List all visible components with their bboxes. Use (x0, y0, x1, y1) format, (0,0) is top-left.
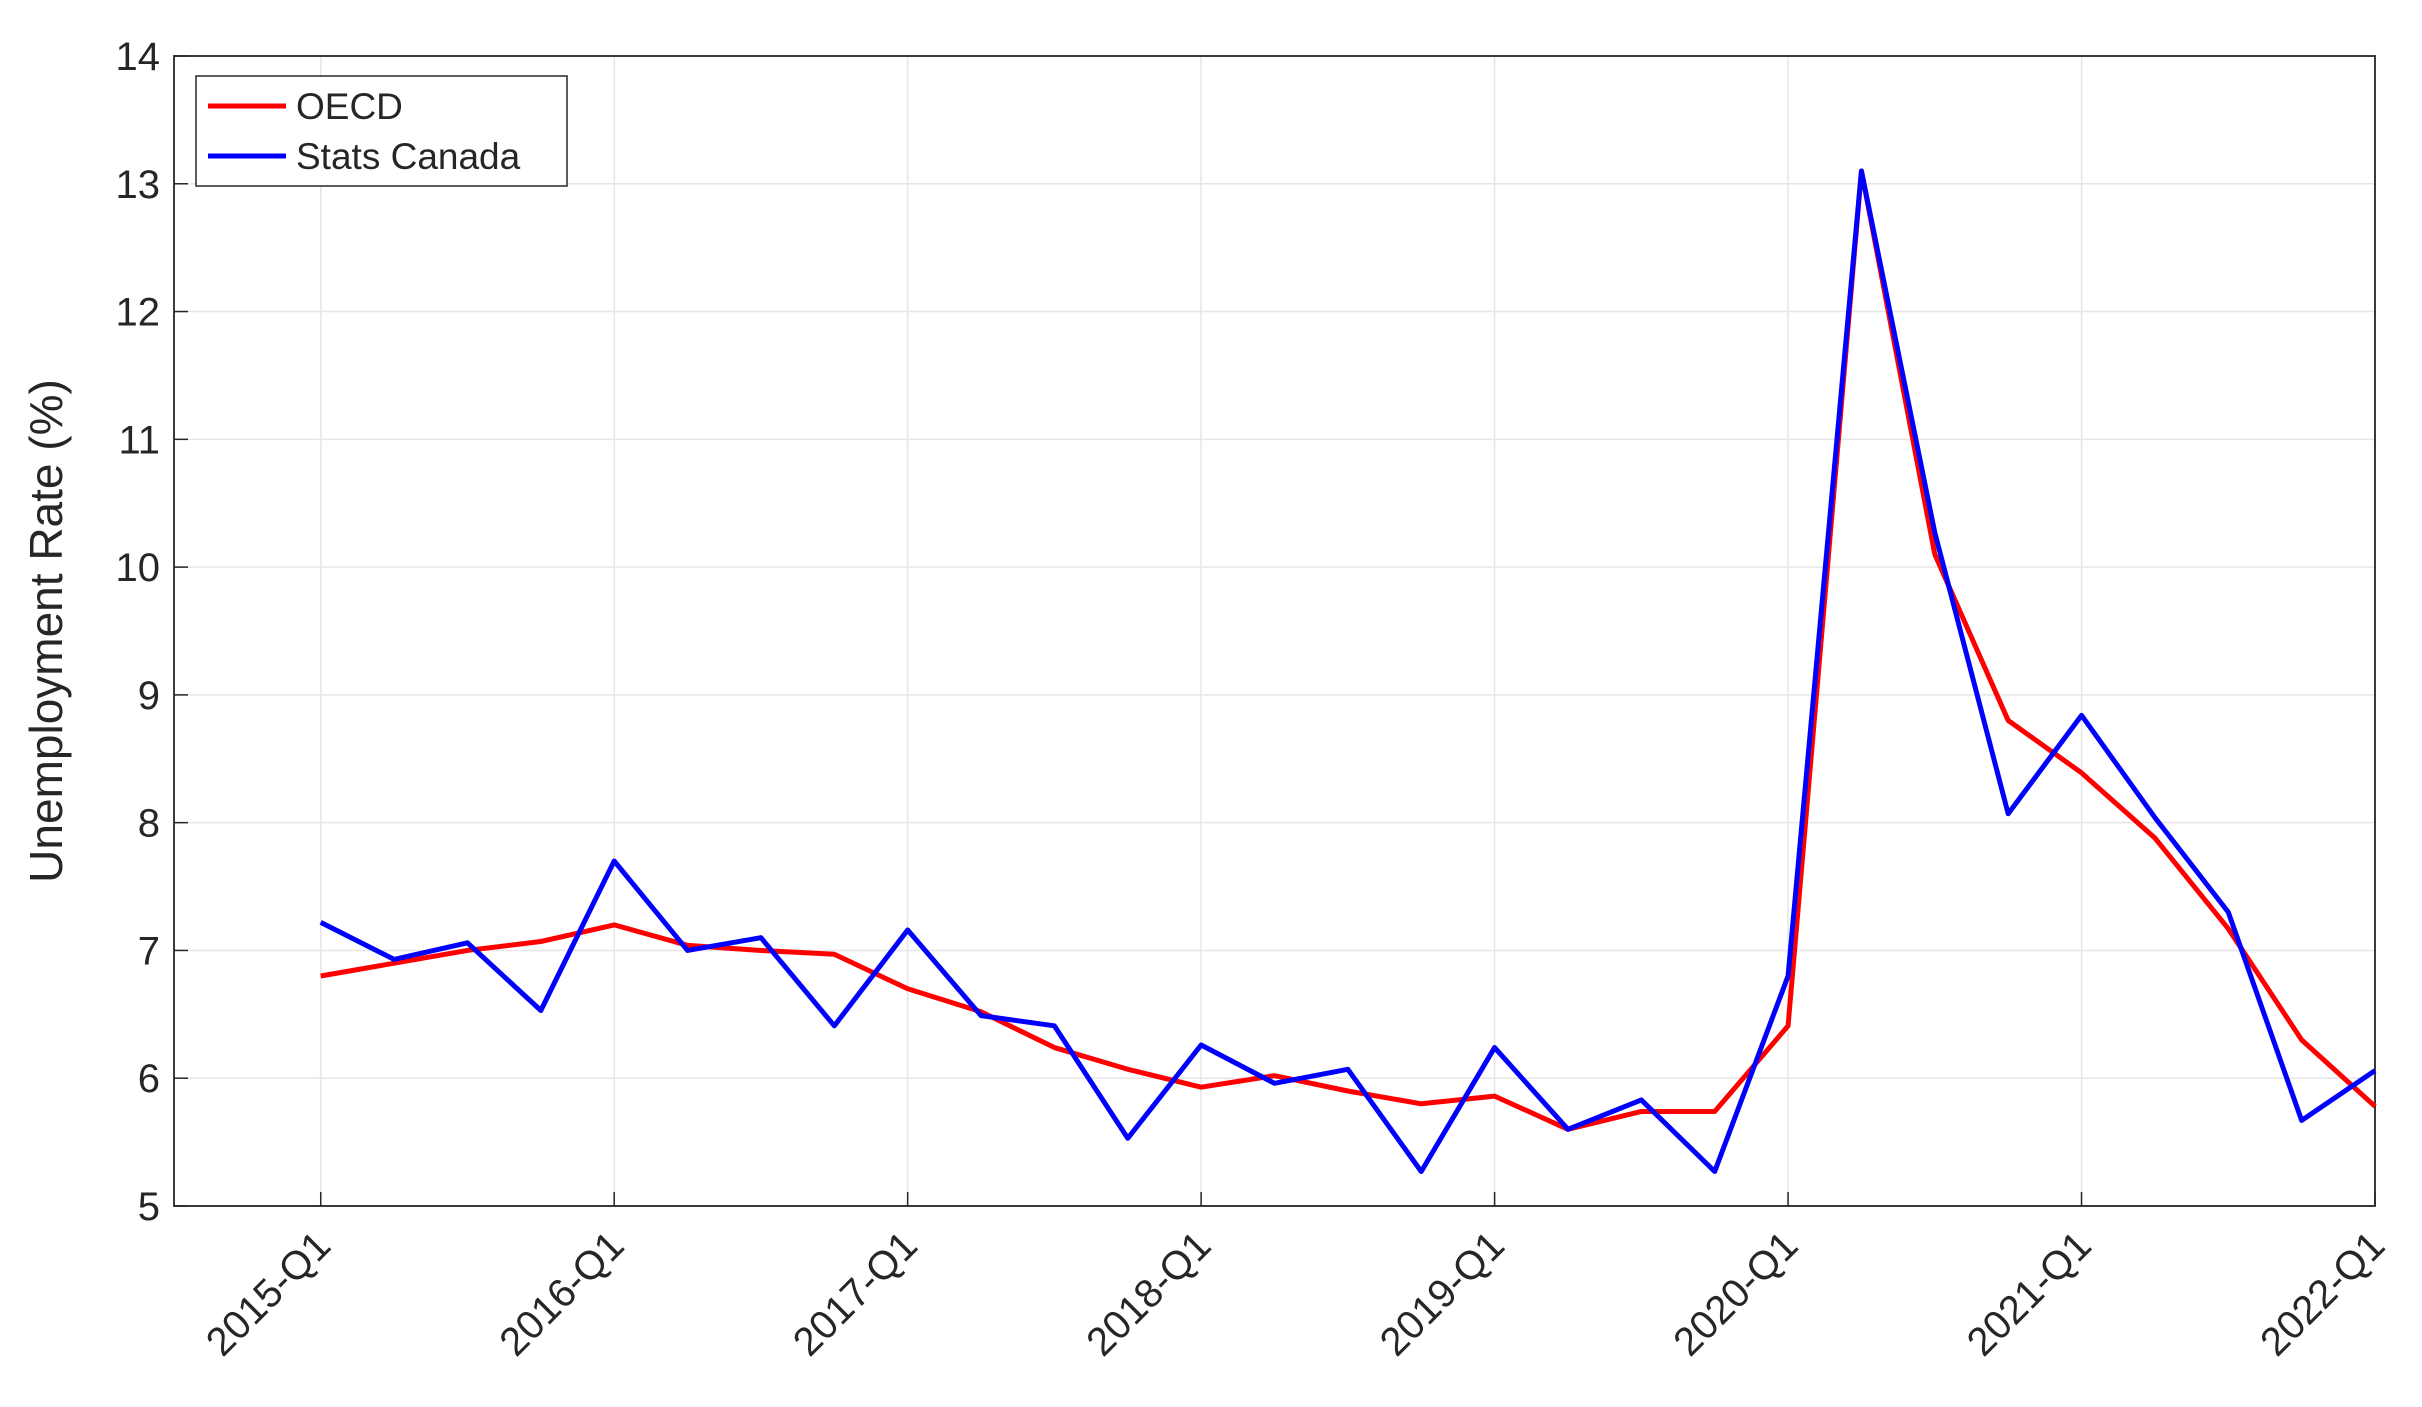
x-tick-label: 2018-Q1 (1078, 1223, 1219, 1364)
x-tick-label: 2015-Q1 (198, 1223, 339, 1364)
axes-box (173, 55, 2376, 1207)
y-tick-label: 7 (138, 929, 160, 973)
y-tick-label: 13 (116, 163, 161, 207)
y-axis-label: Unemployment Rate (%) (20, 379, 72, 883)
legend-label: Stats Canada (296, 136, 521, 177)
x-tick-label: 2019-Q1 (1372, 1223, 1513, 1364)
x-tick-label: 2021-Q1 (1959, 1223, 2100, 1364)
x-tick-label: 2017-Q1 (785, 1223, 926, 1364)
y-tick-label: 12 (116, 291, 161, 335)
y-tick-label: 9 (138, 674, 160, 718)
y-tick-label: 8 (138, 802, 160, 846)
y-tick-label: 6 (138, 1057, 160, 1101)
x-tick-label: 2016-Q1 (491, 1223, 632, 1364)
x-tick-label: 2022-Q1 (2252, 1223, 2393, 1364)
series-line (320, 168, 2377, 1132)
legend: OECD Stats Canada (195, 75, 568, 187)
x-tick-label: 2020-Q1 (1665, 1223, 1806, 1364)
series-line (319, 168, 2377, 1174)
y-tick-label: 11 (118, 418, 160, 462)
y-tick-label: 5 (138, 1185, 160, 1229)
legend-label: OECD (296, 86, 403, 127)
legend-box (195, 75, 568, 187)
y-tick-label: 14 (116, 35, 161, 79)
y-tick-label: 10 (116, 546, 161, 590)
